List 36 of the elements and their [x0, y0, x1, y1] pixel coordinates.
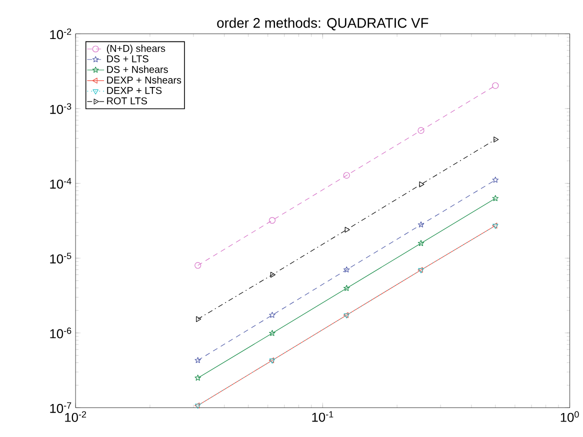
- point: [269, 330, 276, 336]
- point: [269, 312, 276, 318]
- legend-label: DS + LTS: [107, 56, 148, 63]
- point: [418, 240, 424, 246]
- y-tick-label: 10$^{-5}$: [50, 253, 72, 264]
- point: [419, 182, 424, 188]
- point: [343, 172, 350, 179]
- point: [492, 82, 499, 90]
- point: [194, 262, 202, 269]
- point: [492, 176, 499, 183]
- y-tick-label: 10$^{-6}$: [50, 328, 72, 339]
- point: [418, 127, 424, 134]
- point: [418, 222, 424, 228]
- y-tick-label: 10$^{-3}$: [50, 103, 72, 114]
- point: [194, 357, 201, 364]
- point: [194, 374, 201, 381]
- legend-label: DS + Nshears: [107, 66, 168, 74]
- point: [196, 316, 202, 322]
- point: [492, 195, 499, 202]
- y-tick-label: 10$^{-2}$: [50, 28, 72, 40]
- point: [268, 217, 276, 224]
- chart-title: order 2 methods: QUADRATIC VF: [217, 18, 428, 31]
- point: [270, 272, 276, 278]
- y-tick-label: 10$^{-4}$: [50, 178, 72, 189]
- legend-label: DEXP + Nshears: [107, 76, 182, 84]
- x-tick-label: 10$^{-1}$: [312, 411, 334, 422]
- point: [343, 285, 350, 292]
- legend-label: (N+D) shears: [106, 44, 166, 54]
- point: [494, 136, 499, 143]
- legend-label: DEXP + LTS: [107, 87, 162, 94]
- x-tick-label: 10$^{0}$: [560, 411, 579, 422]
- x-tick-label: 10$^{-2}$: [65, 411, 86, 422]
- legend-label: ROT LTS: [107, 98, 147, 105]
- point: [344, 227, 350, 233]
- y-tick-label: 10$^{-7}$: [50, 402, 72, 414]
- point: [343, 266, 350, 273]
